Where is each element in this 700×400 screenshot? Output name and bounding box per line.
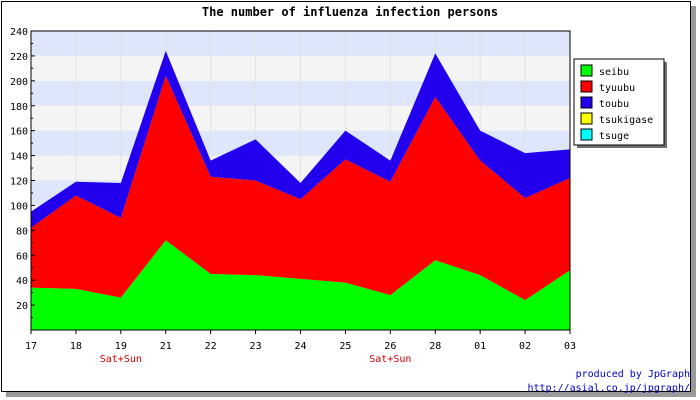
x-tick-label: 19	[115, 341, 127, 352]
area-seibu	[31, 240, 570, 330]
y-tick-label: 220	[10, 52, 28, 63]
x-tick-label: 25	[339, 341, 351, 352]
y-tick-label: 20	[16, 301, 28, 312]
y-tick-label: 180	[10, 102, 28, 113]
y-tick-label: 140	[10, 152, 28, 163]
legend-swatch-tsuge	[580, 128, 593, 141]
legend-label-tyuubu: tyuubu	[599, 83, 635, 94]
area-series	[31, 50, 570, 330]
x-tick-label: 18	[70, 341, 82, 352]
y-tick-label: 240	[10, 27, 28, 38]
legend-label-seibu: seibu	[599, 67, 629, 78]
x-tick-label: 23	[250, 341, 262, 352]
legend-label-toubu: toubu	[599, 99, 629, 110]
legend: seibu tyuubu toubu tsukigase tsuge	[573, 58, 667, 148]
y-tick-label: 160	[10, 127, 28, 138]
x-tick-label: 03	[564, 341, 576, 352]
credit-line-1: produced by JpGraph	[576, 369, 690, 380]
legend-swatch-toubu	[580, 96, 593, 109]
weekend-annotation: Sat+Sun	[100, 354, 142, 365]
x-tick-label: 28	[429, 341, 441, 352]
legend-label-tsukigase: tsukigase	[599, 115, 653, 126]
y-tick-label: 60	[16, 251, 28, 262]
y-tick-label: 100	[10, 201, 28, 212]
legend-swatch-seibu	[580, 64, 593, 77]
chart-title: The number of influenza infection person…	[202, 5, 498, 19]
weekend-annotation: Sat+Sun	[369, 354, 411, 365]
y-tick-label: 200	[10, 77, 28, 88]
x-tick-label: 17	[25, 341, 37, 352]
y-tick-label: 80	[16, 226, 28, 237]
legend-swatch-tyuubu	[580, 80, 593, 93]
y-tick-label: 40	[16, 276, 28, 287]
x-tick-label: 02	[519, 341, 531, 352]
x-tick-label: 24	[294, 341, 306, 352]
x-tick-label: 26	[384, 341, 396, 352]
x-tick-label: 01	[474, 341, 486, 352]
area-tyuubu	[31, 75, 570, 301]
axes: 20 40 60 80 100 120 140 160 180 200 220 240 17 18 19 21…	[10, 27, 576, 365]
x-tick-label: 21	[160, 341, 172, 352]
x-tick-label: 22	[205, 341, 217, 352]
area-toubu	[31, 50, 570, 228]
credit-line-2[interactable]: http://asial.co.jp/jpgraph/	[527, 383, 690, 394]
legend-label-tsuge: tsuge	[599, 131, 629, 142]
y-tick-label: 120	[10, 177, 28, 188]
legend-swatch-tsukigase	[580, 112, 593, 125]
